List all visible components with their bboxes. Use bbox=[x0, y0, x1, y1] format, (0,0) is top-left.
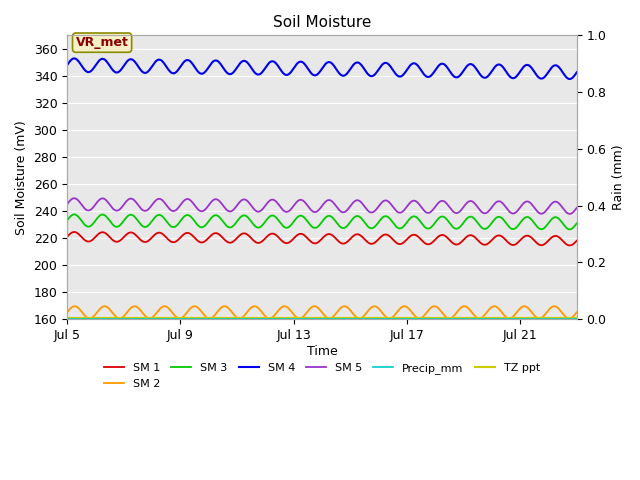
SM 5 bbox=[461, 202, 469, 208]
SM 4 bbox=[63, 62, 71, 68]
Line: SM 2: SM 2 bbox=[67, 306, 577, 318]
TZ ppt bbox=[573, 315, 580, 321]
SM 5 bbox=[270, 197, 278, 203]
SM 4 bbox=[270, 59, 278, 64]
SM 3 bbox=[573, 220, 580, 226]
SM 2 bbox=[573, 310, 580, 315]
TZ ppt bbox=[115, 315, 123, 321]
SM 1 bbox=[70, 229, 78, 235]
Precip_mm bbox=[573, 316, 580, 322]
Y-axis label: Rain (mm): Rain (mm) bbox=[612, 144, 625, 210]
Y-axis label: Soil Moisture (mV): Soil Moisture (mV) bbox=[15, 120, 28, 235]
SM 2 bbox=[476, 315, 483, 321]
Title: Soil Moisture: Soil Moisture bbox=[273, 15, 371, 30]
SM 3 bbox=[288, 221, 296, 227]
SM 5 bbox=[413, 200, 421, 205]
Line: SM 1: SM 1 bbox=[67, 232, 577, 245]
Precip_mm bbox=[461, 316, 468, 322]
SM 3 bbox=[470, 216, 478, 221]
SM 3 bbox=[461, 218, 469, 224]
Legend: SM 1, SM 2, SM 3, SM 4, SM 5, Precip_mm, TZ ppt: SM 1, SM 2, SM 3, SM 4, SM 5, Precip_mm,… bbox=[100, 359, 544, 393]
Precip_mm bbox=[288, 316, 296, 322]
SM 5 bbox=[116, 206, 124, 212]
SM 4 bbox=[116, 68, 124, 74]
SM 2 bbox=[288, 310, 296, 315]
Line: SM 4: SM 4 bbox=[67, 59, 577, 79]
SM 5 bbox=[70, 195, 78, 201]
TZ ppt bbox=[470, 315, 477, 321]
SM 3 bbox=[63, 217, 71, 223]
SM 1 bbox=[413, 233, 421, 239]
SM 4 bbox=[573, 70, 580, 75]
SM 5 bbox=[63, 201, 71, 207]
SM 2 bbox=[461, 303, 469, 309]
SM 2 bbox=[270, 313, 278, 319]
SM 3 bbox=[413, 216, 421, 221]
SM 3 bbox=[70, 212, 78, 217]
SM 3 bbox=[566, 227, 573, 232]
Precip_mm bbox=[269, 316, 277, 322]
SM 2 bbox=[63, 310, 71, 315]
SM 2 bbox=[115, 315, 123, 321]
TZ ppt bbox=[63, 315, 71, 321]
SM 1 bbox=[573, 238, 580, 244]
SM 1 bbox=[116, 238, 124, 244]
SM 5 bbox=[566, 211, 573, 217]
SM 5 bbox=[573, 205, 580, 211]
SM 3 bbox=[116, 223, 124, 228]
Precip_mm bbox=[63, 316, 71, 322]
SM 1 bbox=[470, 234, 478, 240]
SM 5 bbox=[288, 205, 296, 211]
Line: SM 3: SM 3 bbox=[67, 215, 577, 229]
SM 4 bbox=[288, 68, 296, 73]
Line: SM 5: SM 5 bbox=[67, 198, 577, 214]
SM 4 bbox=[461, 66, 469, 72]
TZ ppt bbox=[288, 315, 296, 321]
SM 4 bbox=[566, 76, 573, 82]
SM 2 bbox=[161, 303, 168, 309]
SM 2 bbox=[413, 315, 421, 321]
SM 4 bbox=[413, 62, 421, 68]
SM 5 bbox=[470, 200, 478, 206]
SM 1 bbox=[566, 242, 573, 248]
SM 3 bbox=[270, 213, 278, 219]
Text: VR_met: VR_met bbox=[76, 36, 129, 49]
SM 1 bbox=[288, 237, 296, 243]
SM 2 bbox=[470, 312, 478, 318]
Precip_mm bbox=[470, 316, 477, 322]
TZ ppt bbox=[413, 315, 421, 321]
SM 4 bbox=[70, 56, 78, 61]
SM 1 bbox=[461, 235, 469, 241]
TZ ppt bbox=[461, 315, 468, 321]
Precip_mm bbox=[115, 316, 123, 322]
X-axis label: Time: Time bbox=[307, 345, 337, 358]
SM 4 bbox=[470, 63, 478, 69]
SM 1 bbox=[270, 231, 278, 237]
SM 1 bbox=[63, 234, 71, 240]
Precip_mm bbox=[413, 316, 421, 322]
TZ ppt bbox=[269, 315, 277, 321]
